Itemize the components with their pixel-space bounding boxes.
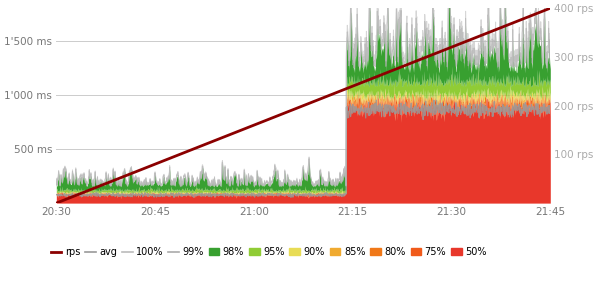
Legend: rps, avg, 100%, 99%, 98%, 95%, 90%, 85%, 80%, 75%, 50%: rps, avg, 100%, 99%, 98%, 95%, 90%, 85%,…	[51, 247, 487, 257]
